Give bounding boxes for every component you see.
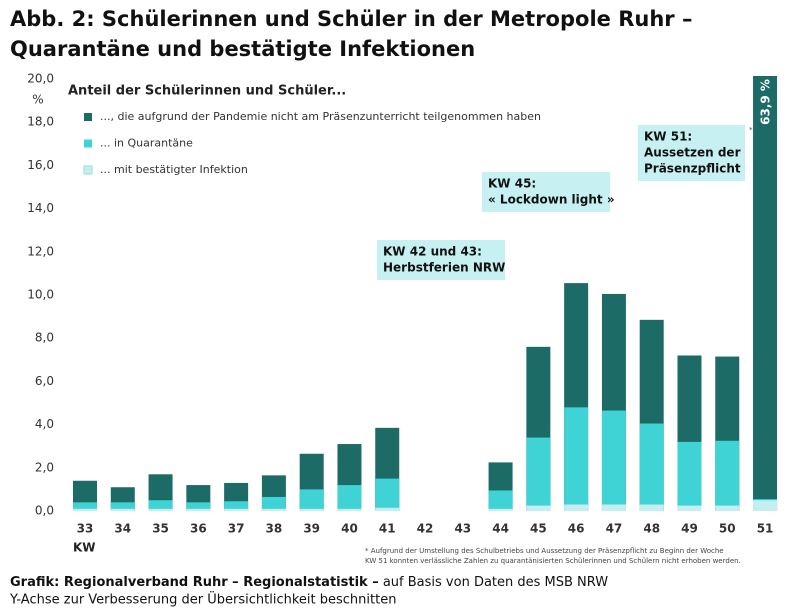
footnote: KW 51 konnten verlässliche Zahlen zu qua… [365, 557, 741, 565]
annotation-box [377, 240, 505, 280]
bar [224, 508, 249, 511]
footnote: * Aufgrund der Umstellung des Schulbetri… [365, 547, 724, 555]
bar [488, 490, 513, 511]
annotation: KW 42 und 43: [383, 245, 482, 259]
bar [375, 507, 400, 511]
bar [261, 508, 286, 511]
bar [73, 502, 97, 511]
x-tick-label: 50 [719, 522, 736, 536]
bar [526, 437, 551, 511]
chart-title: Quarantäne und bestätigte Infektionen [10, 37, 475, 61]
y-tick-label: 10,0 [27, 288, 54, 302]
x-tick-label: 37 [228, 522, 245, 536]
y-tick-label: 14,0 [27, 201, 54, 215]
value-label: 63,9 % [759, 79, 773, 125]
x-tick-label: 43 [454, 522, 471, 536]
legend-label: ... mit bestätigter Infektion [100, 163, 248, 176]
legend-label: ..., die aufgrund der Pandemie nicht am … [100, 110, 541, 123]
annotation-box [638, 125, 745, 181]
bar [110, 502, 135, 511]
source-regular: auf Basis von Daten des MSB NRW [379, 575, 609, 590]
bar [564, 504, 589, 511]
source-bold: Grafik: Regionalverband Ruhr – Regionals… [10, 575, 379, 590]
x-tick-label: 34 [114, 522, 131, 536]
x-tick-label: 42 [417, 522, 434, 536]
bar [337, 485, 362, 511]
x-tick-label: 36 [190, 522, 207, 536]
x-tick-label: 44 [492, 522, 509, 536]
bar [261, 496, 286, 511]
y-tick-label: 4,0 [35, 417, 54, 431]
annotation: * [749, 126, 753, 134]
bar [375, 478, 400, 511]
bar [715, 505, 740, 511]
bar [73, 508, 97, 511]
annotation: KW 45: [488, 177, 536, 191]
bar [753, 76, 778, 511]
x-tick-label: 41 [379, 522, 396, 536]
x-tick-label: 51 [757, 522, 774, 536]
bar [677, 441, 702, 511]
bar [299, 489, 324, 511]
x-tick-label: 49 [681, 522, 698, 536]
legend-title: Anteil der Schülerinnen und Schüler... [68, 84, 346, 99]
legend-label: ... in Quarantäne [100, 137, 193, 150]
bar [526, 505, 551, 511]
annotation: Herbstferien NRW [383, 261, 505, 275]
x-tick-label: 46 [568, 522, 585, 536]
annotation-box [482, 172, 610, 212]
legend-swatch [84, 113, 92, 121]
bar [186, 508, 211, 511]
y-tick-label: 12,0 [27, 244, 54, 258]
x-axis-label: KW [73, 541, 96, 555]
bar [110, 508, 135, 511]
bar [753, 500, 778, 511]
bar [677, 505, 702, 511]
x-tick-label: 33 [77, 522, 94, 536]
legend-swatch [84, 139, 92, 148]
plot-area [73, 76, 778, 511]
x-tick-label: 47 [606, 522, 623, 536]
x-tick-label: 45 [530, 522, 547, 536]
bar [488, 508, 513, 511]
bar [639, 504, 664, 511]
bar [564, 407, 589, 511]
bar [337, 508, 362, 511]
annotation: Präsenzpflicht [644, 162, 741, 176]
bar [299, 508, 324, 511]
note: Y-Achse zur Verbesserung der Übersichtli… [9, 591, 396, 608]
bar [148, 508, 173, 511]
y-tick-label: 8,0 [35, 331, 54, 345]
y-tick-label: 6,0 [35, 374, 54, 388]
legend-swatch [83, 165, 93, 175]
x-tick-label: 40 [341, 522, 358, 536]
bar [639, 423, 664, 511]
annotation: Aussetzen der [644, 146, 741, 160]
y-tick-label: 16,0 [27, 158, 54, 172]
bar [186, 502, 211, 511]
bar [715, 440, 740, 511]
bar [601, 504, 626, 511]
y-tick-label: 0,0 [35, 504, 54, 518]
bar [224, 501, 249, 511]
annotation: « Lockdown light » [488, 193, 615, 207]
annotation: KW 51: [644, 130, 692, 144]
bar [148, 500, 173, 511]
bar [601, 410, 626, 511]
y-tick-label: 20,0 [27, 72, 54, 86]
x-tick-label: 39 [303, 522, 320, 536]
x-tick-label: 35 [152, 522, 169, 536]
y-unit: % [32, 93, 43, 107]
chart-title: Abb. 2: Schülerinnen und Schüler in der … [10, 7, 692, 31]
y-tick-label: 2,0 [35, 460, 54, 474]
source: Grafik: Regionalverband Ruhr – Regionals… [10, 575, 608, 590]
x-tick-label: 48 [643, 522, 660, 536]
y-tick-label: 18,0 [27, 115, 54, 129]
x-tick-label: 38 [266, 522, 283, 536]
